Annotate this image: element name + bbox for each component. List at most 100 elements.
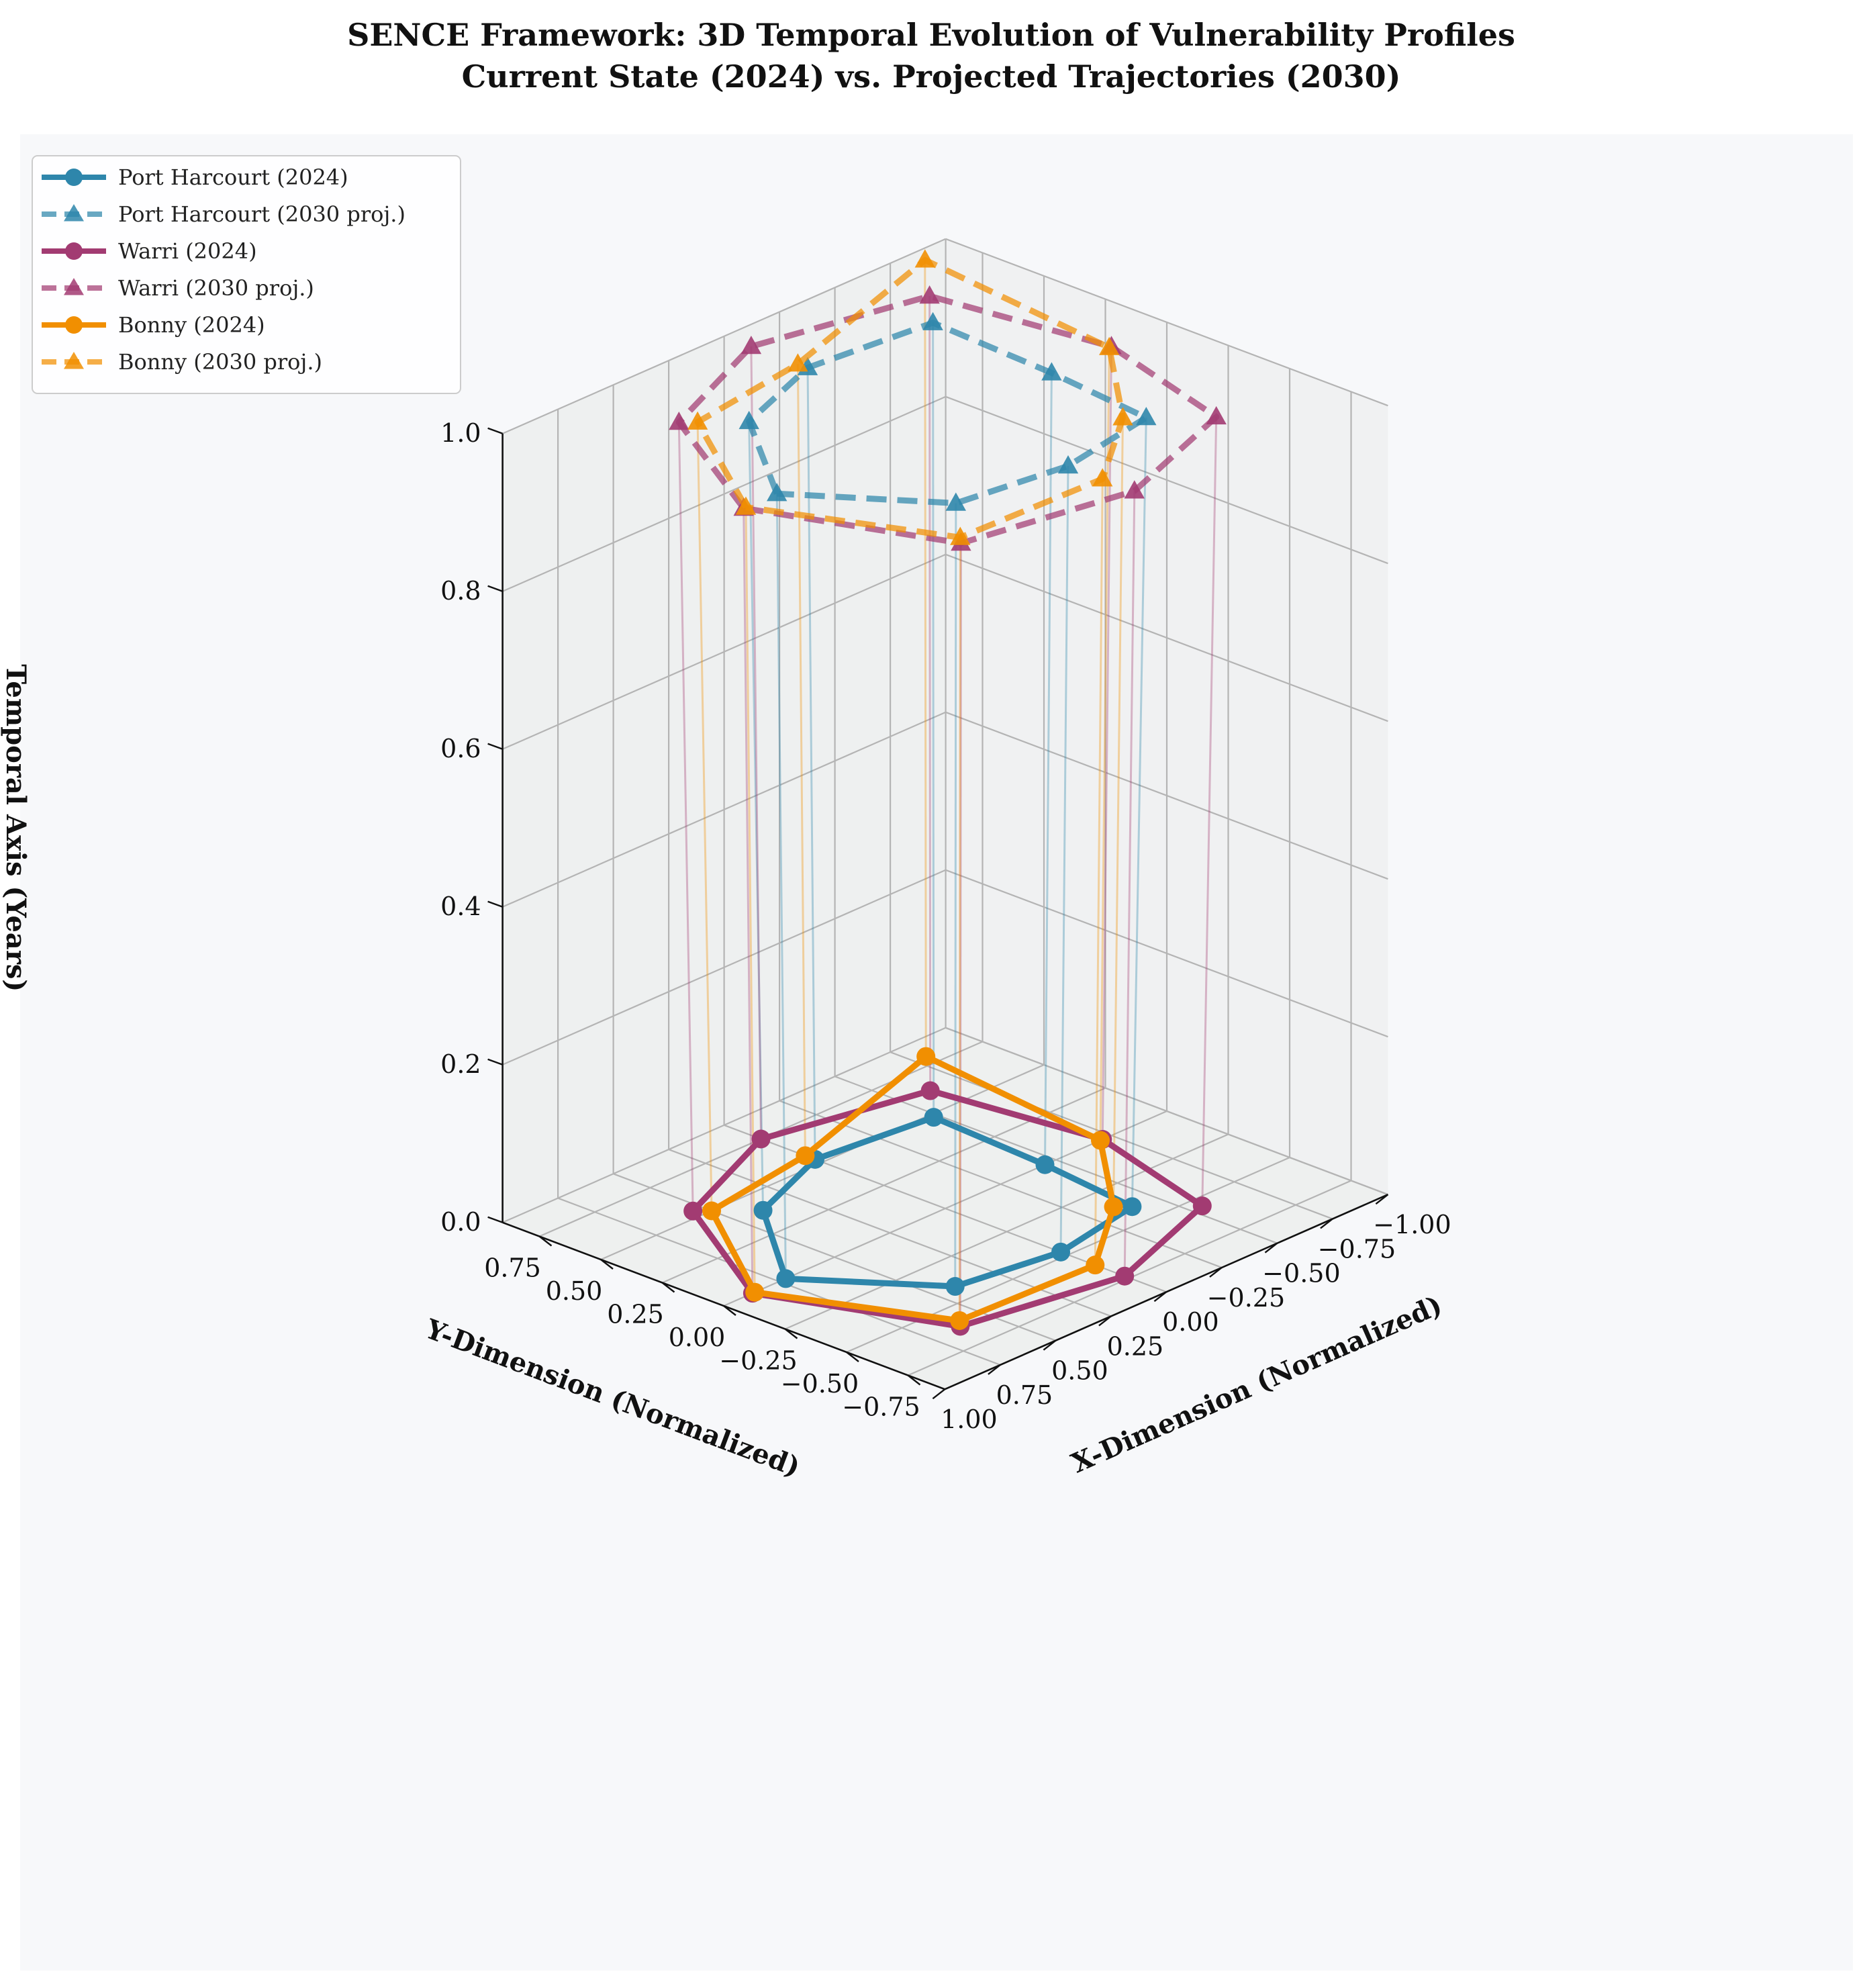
connector-lines [677,260,1218,1327]
legend-marker [64,278,84,295]
z-tick-mark [487,743,504,750]
x-tick-mark [932,1388,946,1400]
y-tick-mark [538,1235,553,1247]
y-tick-label: 0.75 [484,1253,541,1283]
x-tick-label: −1.00 [1373,1210,1451,1239]
connector-line [958,537,961,1321]
z-tick-label: 0.6 [440,734,481,763]
y-tick-mark [907,1374,921,1386]
data-point [950,526,971,545]
data-point [1192,1196,1212,1216]
connector-line [932,322,935,1118]
legend-label: Port Harcourt (2024) [118,164,348,190]
connector-line [743,508,754,1294]
z-tick-label: 0.4 [440,892,481,921]
x-tick-label: 0.50 [1051,1356,1108,1386]
connector-line [696,422,713,1211]
axis-lines [487,427,1389,1400]
connector-line [1201,416,1218,1206]
connector-line [806,367,816,1159]
y-tick-label: 0.50 [546,1276,603,1306]
y-tick-mark [723,1305,736,1316]
legend-marker [64,352,84,369]
data-point [1206,406,1227,425]
data-point [1124,480,1145,499]
data-point [738,410,759,430]
data-point [924,1108,943,1127]
z-tick-label: 1.0 [440,418,481,448]
data-point [945,1277,965,1296]
data-point [1122,1197,1142,1217]
legend-label: Warri (2024) [118,238,257,264]
data-point [687,411,708,430]
legend-marker [64,204,84,222]
z-tick-label: 0.2 [440,1049,481,1079]
connector-line [954,503,957,1287]
data-point [745,1282,765,1302]
y-tick-label: −0.75 [842,1392,920,1422]
grid-line-z-right-wall [945,553,1388,722]
data-point [751,1129,771,1149]
x-tick-label: 0.75 [996,1380,1053,1410]
x-tick-mark [1098,1315,1112,1327]
grid-line-z-right-wall [945,711,1388,880]
chart-title-line-1: SENCE Framework: 3D Temporal Evolution o… [347,17,1515,53]
y-tick-mark [846,1352,859,1362]
connector-line [924,260,927,1057]
legend-marker [65,316,83,334]
data-point [1086,1256,1105,1275]
x-tick-label: −0.75 [1318,1234,1396,1264]
legend-marker [65,242,83,260]
connector-line [677,422,694,1211]
chart-title-line-2: Current State (2024) vs. Projected Traje… [462,58,1401,95]
data-point [702,1201,721,1221]
data-point [1035,1155,1055,1174]
x-tick-label: 0.25 [1107,1331,1164,1361]
grid-line-z-left-wall [502,711,947,908]
x-tick-label: −0.25 [1207,1283,1285,1313]
data-point [1057,455,1079,474]
data-point [914,249,935,268]
legend-label: Warri (2030 proj.) [118,275,314,301]
connector-line [959,542,962,1327]
y-tick-label: 0.25 [607,1300,664,1329]
data-point [945,492,966,511]
data-point [787,353,808,372]
data-point [767,483,787,502]
data-point [741,336,762,354]
grid-line-z-left-wall [502,395,947,592]
grid-line-z-left-wall [502,1027,947,1223]
data-point [950,1311,969,1330]
x-tick-label: −0.50 [1262,1259,1340,1288]
legend-label: Bonny (2030 proj.) [118,349,322,375]
z-tick-label: 0.0 [440,1207,481,1237]
data-point [776,1269,796,1288]
z-tick-label: 0.8 [440,576,481,606]
data-point [1104,1197,1123,1217]
data-point [1051,1242,1071,1262]
data-point [1092,468,1113,487]
x-tick-mark [1375,1194,1389,1205]
y-tick-label: 0.00 [669,1323,726,1352]
series [738,312,1157,511]
legend-label: Bonny (2024) [118,312,265,338]
legend-marker [65,169,83,186]
z-axis-label: Temporal Axis (Years) [0,664,32,992]
z-tick-mark [487,427,504,434]
series-line [694,256,1126,540]
grid-line-z-left-wall [502,238,947,434]
grid-line-z-right-wall [945,869,1388,1038]
data-point [669,412,689,430]
grid-line-z-right-wall [945,1027,1388,1196]
data-point [1115,1266,1135,1286]
data-point [1099,336,1120,355]
series-line [675,293,1220,547]
x-tick-mark [988,1364,1001,1375]
connector-line [745,507,756,1292]
legend-label: Port Harcourt (2030 proj.) [118,201,405,227]
x-tick-mark [1264,1242,1278,1253]
series [687,249,1133,545]
data-point [919,285,940,304]
connector-line [775,493,787,1279]
z-tick-mark [487,900,504,908]
